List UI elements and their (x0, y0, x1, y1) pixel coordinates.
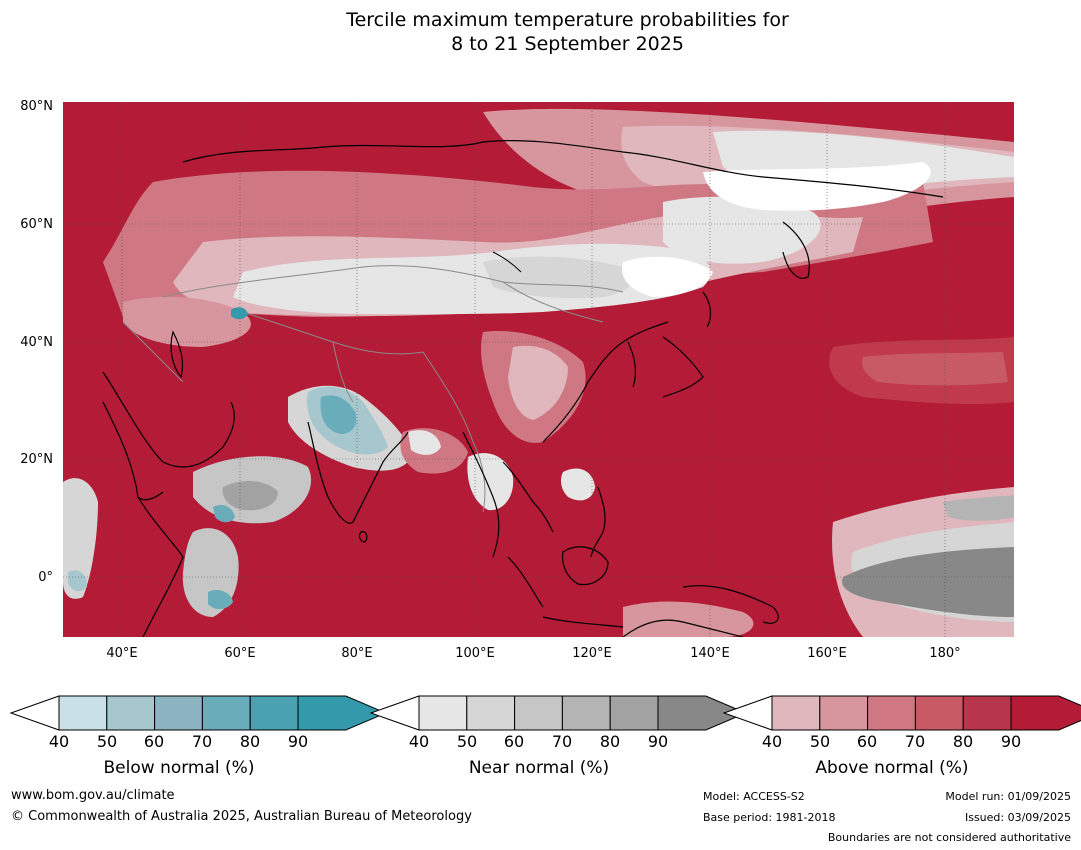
colorbar-segment (58, 695, 108, 731)
lat-label-20n: 20°N (20, 452, 53, 467)
base-period: Base period: 1981-2018 (703, 811, 836, 824)
east-siberia-near-normal (663, 196, 821, 264)
country-borders (122, 265, 624, 513)
colorbar-near (369, 695, 748, 731)
model-run-date: Model run: 01/09/2025 (945, 790, 1071, 803)
coastlines (102, 140, 944, 637)
lat-label-40n: 40°N (20, 335, 53, 350)
lon-label-80e: 80°E (341, 646, 373, 661)
northeast-white-patch (703, 162, 931, 211)
colorbar-segment (609, 695, 659, 731)
arabian-sea-near-80 (222, 480, 278, 511)
colorbar-segment (249, 695, 299, 731)
lon-label-120e: 120°E (572, 646, 612, 661)
legend-above-title: Above normal (%) (815, 758, 969, 778)
colorbar-segment (819, 695, 869, 731)
manchuria-white-patch (622, 256, 713, 297)
colorbar-min-extend (9, 695, 60, 731)
tick-label: 60 (143, 732, 165, 751)
tick-label: 40 (48, 732, 70, 751)
indochina-near-normal (467, 453, 514, 511)
tick-label: 90 (1000, 732, 1022, 751)
kazakhstan-pink (123, 296, 251, 347)
map-canvas (63, 102, 1014, 637)
colorbar-segment (962, 695, 1012, 731)
tick-label: 40 (408, 732, 430, 751)
colorbar-segment (297, 695, 388, 731)
indian-ocean-below-70 (208, 590, 233, 610)
equatorial-pacific-near-90 (842, 547, 1014, 617)
lat-label-60n: 60°N (20, 217, 53, 232)
north-india-below-70 (320, 395, 357, 434)
copyright-notice: © Commonwealth of Australia 2025, Austra… (11, 809, 472, 824)
bengal-near-normal (408, 430, 441, 455)
tick-label: 70 (191, 732, 213, 751)
lon-label-160e: 160°E (807, 646, 847, 661)
lon-label-40e: 40°E (106, 646, 138, 661)
colorbar-segment (1010, 695, 1081, 731)
colorbar-segment (418, 695, 468, 731)
colorbar-segment (561, 695, 611, 731)
colorbar-min-extend (369, 695, 420, 731)
philippine-sea-near-normal (560, 468, 595, 501)
legend-near-normal (369, 695, 748, 732)
north-pacific-band-inner (861, 352, 1008, 386)
title-line-1: Tercile maximum temperature probabilitie… (346, 9, 789, 31)
colorbar-segment (201, 695, 251, 731)
model-name: Model: ACCESS-S2 (703, 790, 805, 803)
china-plume-inner (508, 345, 568, 420)
colorbar-min-extend (722, 695, 773, 731)
colorbar-segment (771, 695, 821, 731)
probability-map (63, 102, 1014, 637)
issued-date: Issued: 03/09/2025 (964, 811, 1071, 824)
tick-label: 60 (856, 732, 878, 751)
lake-baikal (492, 251, 522, 273)
east-africa-near-normal (63, 478, 98, 599)
tick-label: 80 (599, 732, 621, 751)
tick-label: 50 (96, 732, 118, 751)
tick-label: 50 (809, 732, 831, 751)
boundaries-disclaimer: Boundaries are not considered authoritat… (827, 831, 1071, 844)
colorbar-segment (154, 695, 203, 731)
lon-label-140e: 140°E (690, 646, 730, 661)
tick-label: 40 (761, 732, 783, 751)
tick-label: 80 (239, 732, 261, 751)
lon-label-180: 180° (929, 646, 961, 661)
graticule (63, 102, 1014, 637)
colorbar-segment (466, 695, 516, 731)
lake-balkhash (231, 307, 248, 320)
tick-label: 70 (551, 732, 573, 751)
lon-label-100e: 100°E (455, 646, 495, 661)
tick-label: 50 (456, 732, 478, 751)
arabian-sea-below-70 (213, 505, 235, 523)
colorbar-segment (657, 695, 748, 731)
colorbar-segment (914, 695, 964, 731)
lon-label-60e: 60°E (224, 646, 256, 661)
title-line-2: 8 to 21 September 2025 (451, 33, 684, 55)
colorbar-segment (514, 695, 563, 731)
website-link[interactable]: www.bom.gov.au/climate (11, 788, 175, 803)
east-africa-below (68, 570, 88, 592)
tick-label: 90 (287, 732, 309, 751)
legend-near-title: Near normal (%) (468, 758, 610, 778)
australia-north-pink (623, 601, 754, 637)
tick-label: 80 (952, 732, 974, 751)
colorbar-above (722, 695, 1081, 731)
colorbar-segment (867, 695, 916, 731)
tick-label: 70 (904, 732, 926, 751)
legend-below-normal (9, 695, 388, 732)
legend-below-title: Below normal (%) (103, 758, 255, 778)
lat-label-0: 0° (38, 570, 53, 585)
colorbar-below (9, 695, 388, 731)
colorbar-segment (106, 695, 156, 731)
legend-above-normal (722, 695, 1081, 732)
chart-title: Tercile maximum temperature probabilitie… (0, 8, 1081, 56)
equatorial-pacific-near-70 (943, 495, 1014, 521)
tick-label: 60 (503, 732, 525, 751)
tick-label: 90 (647, 732, 669, 751)
lat-label-80n: 80°N (20, 99, 53, 114)
